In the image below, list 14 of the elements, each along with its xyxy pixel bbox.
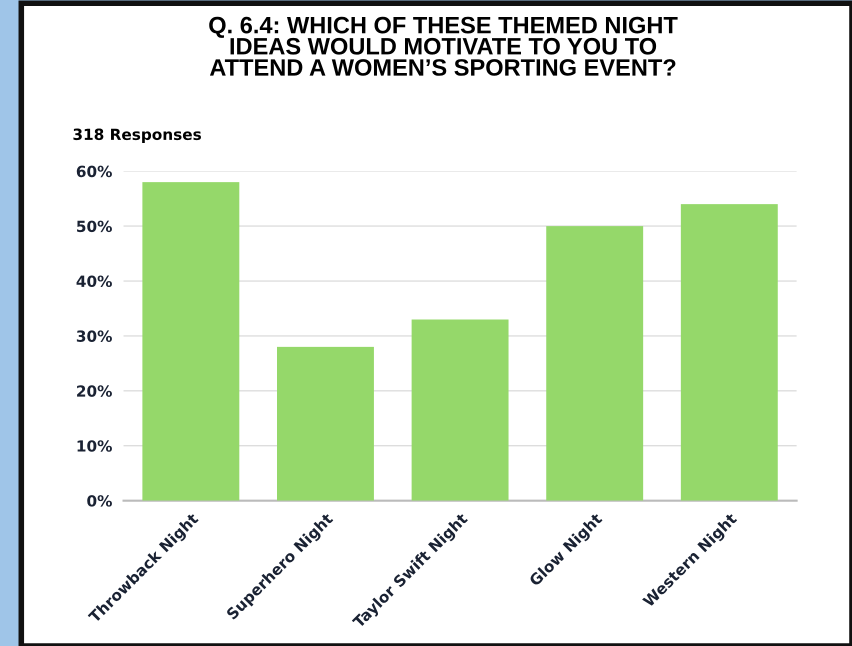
y-tick-label: 20%	[77, 385, 112, 397]
y-tick-label: 40%	[76, 275, 112, 288]
y-tick-label: 60%	[76, 166, 112, 178]
y-tick-label: 30%	[76, 330, 112, 342]
y-tick-label: 10%	[78, 440, 112, 452]
bar	[412, 319, 509, 501]
chart-subtitle: 318 Responses	[73, 128, 201, 144]
bar	[680, 204, 778, 501]
bar	[546, 226, 644, 501]
bar	[277, 346, 374, 501]
bar	[142, 182, 240, 501]
chart-title: Q. 6.4: WHICH OF THESE THEMED NIGHT IDEAS WOULD MOTIVATE TO YOU TO ATTEND A WOMEN’S SPORTING EVENT?	[209, 16, 678, 76]
y-tick-label: 50%	[77, 220, 112, 232]
y-tick-label: 0%	[87, 495, 112, 507]
